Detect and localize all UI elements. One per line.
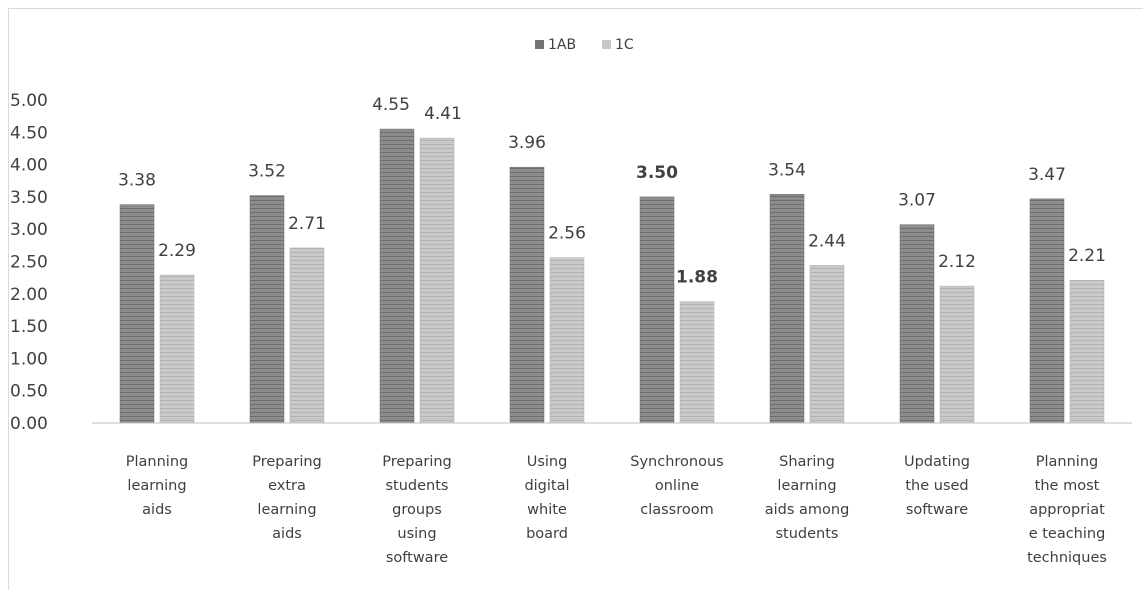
data-label-1c: 2.29 — [158, 241, 196, 261]
bar-1ab — [1029, 198, 1065, 424]
x-category-label: Preparing students groups using software — [382, 454, 452, 566]
data-label-1ab: 4.55 — [372, 95, 410, 115]
data-label-1ab: 3.38 — [118, 171, 156, 191]
bar-1c — [159, 274, 195, 424]
bar-1ab — [639, 196, 675, 424]
bar-1ab — [119, 204, 155, 424]
data-label-1c: 1.88 — [676, 268, 718, 288]
x-category-line: classroom — [640, 502, 714, 518]
data-label-1ab: 3.47 — [1028, 165, 1066, 185]
data-label-1ab: 3.50 — [636, 163, 678, 183]
x-category-line: groups — [392, 502, 442, 518]
data-label-1c: 4.41 — [424, 104, 462, 124]
bar-1ab — [769, 194, 805, 424]
x-category-line: software — [386, 550, 448, 566]
x-category-line: students — [386, 478, 449, 494]
x-category-line: the most — [1035, 478, 1100, 494]
y-tick-label: 2.00 — [10, 285, 48, 305]
data-label-1ab: 3.96 — [508, 133, 546, 153]
bar-1ab — [509, 166, 545, 424]
legend-swatch-1c — [602, 40, 611, 49]
legend-label-1c: 1C — [615, 37, 634, 53]
x-category-line: board — [526, 526, 568, 542]
y-tick-label: 2.50 — [10, 253, 48, 273]
bar-1c — [1069, 279, 1105, 424]
x-category-line: Planning — [1036, 454, 1098, 470]
x-category-line: Preparing — [382, 454, 452, 470]
bar-1c — [679, 301, 715, 424]
x-category-label: Planning the most appropriat e teaching tech… — [1027, 454, 1107, 566]
x-category-line: Updating — [904, 454, 970, 470]
x-category-line: extra — [268, 478, 306, 494]
x-category-line: Sharing — [779, 454, 835, 470]
x-category-label: Synchronous online classroom — [630, 454, 723, 518]
x-category-line: digital — [524, 478, 569, 494]
data-label-1ab: 3.07 — [898, 191, 936, 211]
legend-swatch-1ab — [535, 40, 544, 49]
x-category-label: Preparing extra learning aids — [252, 454, 322, 542]
x-category-line: using — [397, 526, 436, 542]
data-label-1c: 2.56 — [548, 224, 586, 244]
x-category-line: aids — [142, 502, 172, 518]
x-category-line: students — [776, 526, 839, 542]
x-category-line: Synchronous — [630, 454, 723, 470]
legend: 1AB 1C — [535, 37, 634, 53]
x-category-label: Updating the used software — [904, 454, 970, 518]
x-category-line: white — [527, 502, 567, 518]
y-tick-label: 1.00 — [10, 349, 48, 369]
x-category-line: software — [906, 502, 968, 518]
x-category-line: techniques — [1027, 550, 1107, 566]
bar-1c — [419, 137, 455, 424]
y-axis: 0.00 0.50 1.00 1.50 2.00 2.50 3.00 3.50 4.00 4.50… — [10, 91, 48, 434]
bar-1c — [549, 257, 585, 424]
bar-1ab — [899, 224, 935, 424]
x-axis: Planning learning aids Preparing extra learni… — [92, 422, 1132, 566]
x-category-line: Preparing — [252, 454, 322, 470]
y-tick-label: 1.50 — [10, 317, 48, 337]
x-category-line: learning — [257, 502, 316, 518]
bars: 3.38 2.29 3.52 2.71 4.55 4.41 3.96 2.56 3.50 1.88… — [118, 95, 1106, 424]
y-tick-label: 3.50 — [10, 188, 48, 208]
x-category-line: Planning — [126, 454, 188, 470]
legend-label-1ab: 1AB — [548, 37, 576, 53]
x-category-line: e teaching — [1029, 526, 1106, 542]
x-category-line: aids — [272, 526, 302, 542]
data-label-1c: 2.12 — [938, 252, 976, 272]
x-category-line: aids among — [765, 502, 850, 518]
data-label-1c: 2.71 — [288, 214, 326, 234]
x-category-label: Using digital white board — [524, 454, 569, 542]
y-tick-label: 4.50 — [10, 123, 48, 143]
bar-1ab — [379, 128, 415, 424]
data-label-1ab: 3.52 — [248, 162, 286, 182]
bar-1ab — [249, 195, 285, 424]
data-label-1c: 2.44 — [808, 231, 846, 251]
x-category-label: Sharing learning aids among students — [765, 454, 850, 542]
x-category-line: learning — [127, 478, 186, 494]
y-tick-label: 4.00 — [10, 156, 48, 176]
x-category-label: Planning learning aids — [126, 454, 188, 518]
bar-1c — [289, 247, 325, 424]
y-tick-label: 0.00 — [10, 414, 48, 434]
x-category-line: Using — [527, 454, 568, 470]
x-category-line: appropriat — [1029, 502, 1105, 518]
y-tick-label: 5.00 — [10, 91, 48, 111]
x-category-line: the used — [905, 478, 968, 494]
data-label-1ab: 3.54 — [768, 160, 806, 180]
x-category-line: learning — [777, 478, 836, 494]
bar-1c — [939, 285, 975, 424]
bar-1c — [809, 265, 845, 424]
chart-frame — [8, 8, 1143, 590]
y-tick-label: 3.00 — [10, 220, 48, 240]
data-label-1c: 2.21 — [1068, 246, 1106, 266]
y-tick-label: 0.50 — [10, 382, 48, 402]
x-category-line: online — [655, 478, 699, 494]
